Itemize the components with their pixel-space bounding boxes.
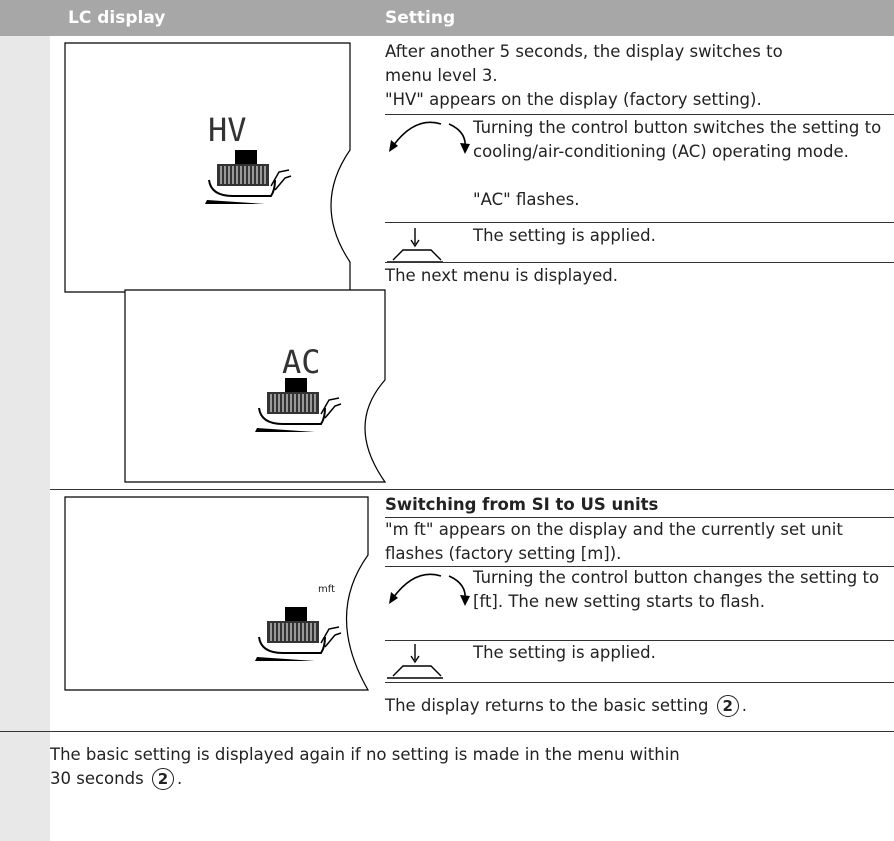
text: The basic setting is displayed again if … <box>50 745 680 788</box>
rule <box>385 517 894 518</box>
step-text: The setting is applied. <box>473 226 656 245</box>
paragraph: "HV" appears on the display (factory set… <box>385 90 762 109</box>
paragraph: The next menu is displayed. <box>385 266 618 285</box>
step-text: Turning the control button changes the s… <box>473 568 880 611</box>
header-cell: LC display <box>68 8 166 28</box>
rule <box>385 640 894 641</box>
rule <box>385 114 894 115</box>
header-cell: Setting <box>385 8 456 28</box>
rule <box>385 222 894 223</box>
step-text: Turning the control button switches the … <box>473 118 882 161</box>
table-header: LC display Setting <box>0 0 894 36</box>
lcd-text: mft <box>318 584 336 595</box>
lcd-text: AC <box>282 343 321 381</box>
row-rule <box>0 731 894 732</box>
rule <box>385 682 894 683</box>
left-strip <box>0 36 50 841</box>
paragraph: After another 5 seconds, the display swi… <box>385 42 783 85</box>
paragraph: "m ft" appears on the display and the cu… <box>385 520 843 563</box>
ref-circle: 2 <box>151 768 174 790</box>
step-text: The setting is applied. <box>473 643 656 662</box>
text: . <box>176 769 183 788</box>
heading: Switching from SI to US units <box>385 495 659 514</box>
row-rule <box>50 489 894 490</box>
lcd-text: HV <box>208 111 247 149</box>
ref-circle: 2 <box>716 695 739 717</box>
step-text: "AC" flashes. <box>473 190 580 209</box>
rule <box>385 262 894 263</box>
paragraph: The display returns to the basic setting… <box>385 694 747 718</box>
rule <box>385 566 894 567</box>
text: The display returns to the basic setting <box>385 696 709 715</box>
text: . <box>741 696 747 715</box>
note: The basic setting is displayed again if … <box>50 743 690 791</box>
